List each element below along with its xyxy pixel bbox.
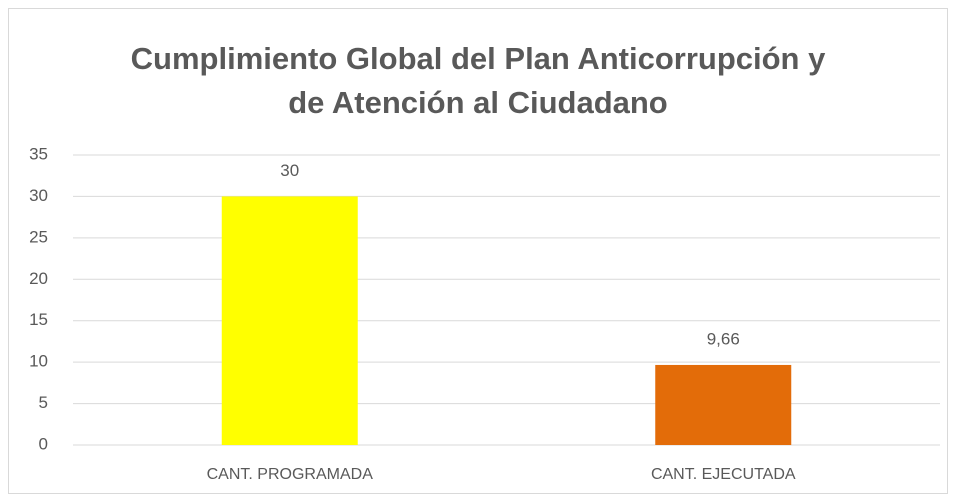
y-tick-label: 25 (29, 227, 48, 246)
data-label: 9,66 (707, 329, 740, 348)
bar (655, 364, 792, 445)
y-tick-label: 35 (29, 144, 48, 163)
y-tick-label: 15 (29, 310, 48, 329)
y-tick-label: 0 (39, 434, 48, 453)
chart-title: de Atención al Ciudadano (288, 85, 668, 120)
data-label: 30 (280, 161, 299, 180)
chart-border (8, 8, 948, 494)
y-tick-label: 30 (29, 186, 48, 205)
x-tick-label: CANT. EJECUTADA (651, 466, 796, 483)
y-tick-label: 20 (29, 269, 48, 288)
y-tick-label: 5 (39, 393, 48, 412)
y-tick-label: 10 (29, 352, 48, 371)
bar (221, 196, 358, 445)
chart-title: Cumplimiento Global del Plan Anticorrupc… (131, 41, 826, 76)
x-tick-label: CANT. PROGRAMADA (207, 466, 374, 483)
